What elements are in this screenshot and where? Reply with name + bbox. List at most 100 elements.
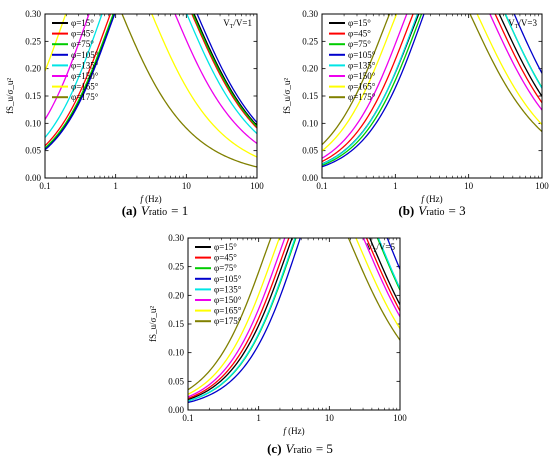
x-tick-label: 10: [464, 181, 474, 191]
x-tick-label: 1: [113, 181, 118, 191]
legend-label: φ=105°: [71, 50, 99, 60]
y-tick-label: 0.20: [302, 64, 318, 74]
legend-label: φ=75°: [348, 39, 371, 49]
legend-label: φ=45°: [71, 29, 94, 39]
legend-label: φ=75°: [71, 39, 94, 49]
series-line: [188, 238, 400, 398]
legend-label: φ=175°: [214, 316, 242, 326]
series-line: [45, 14, 257, 151]
y-tick-label: 0.25: [302, 36, 318, 46]
legend-label: φ=135°: [214, 284, 242, 294]
legend-label: φ=105°: [348, 50, 376, 60]
x-tick-label: 0.1: [182, 413, 193, 423]
y-tick-label: 0.00: [25, 173, 41, 183]
y-tick-label: 0.30: [25, 9, 41, 19]
legend-label: φ=135°: [348, 60, 376, 70]
x-tick-label: 10: [325, 413, 335, 423]
series-line: [45, 14, 257, 145]
y-tick-label: 0.15: [25, 91, 41, 101]
y-tick-label: 0.25: [25, 36, 41, 46]
chart-panel-3: 0.00 0.05 0.10 0.15 0.20 0.25 0.30 0.1 1 10 100 φ=1…: [148, 233, 407, 456]
y-tick-label: 0.05: [168, 376, 184, 386]
legend-label: φ=175°: [348, 92, 376, 102]
series-line: [322, 14, 542, 163]
series-line: [188, 238, 400, 401]
y-tick-label: 0.00: [302, 173, 318, 183]
y-axis-label: fS_u/σ_u²: [5, 78, 15, 114]
y-tick-label: 0.30: [302, 9, 318, 19]
legend-label: φ=165°: [348, 82, 376, 92]
series-line: [322, 14, 542, 165]
x-tick-label: 100: [393, 413, 407, 423]
legend-label: φ=15°: [71, 18, 94, 28]
series-line: [188, 238, 400, 400]
legend-label: φ=150°: [71, 71, 99, 81]
series-line: [45, 14, 257, 147]
y-tick-label: 0.20: [25, 64, 41, 74]
legend: φ=15°φ=45°φ=75°φ=105°φ=135°φ=150°φ=165°φ…: [329, 18, 376, 102]
plot-frame: [321, 13, 543, 179]
legend-label: φ=165°: [214, 306, 242, 316]
x-tick-label: 100: [250, 181, 264, 191]
series-line: [322, 14, 542, 152]
chart-panel-1: 0.00 0.05 0.10 0.15 0.20 0.25 0.30 0.1 1 10 100 φ=1…: [5, 9, 264, 218]
legend-label: φ=75°: [214, 263, 237, 273]
y-tick-label: 0.15: [168, 319, 184, 329]
x-tick-label: 1: [256, 413, 261, 423]
series-line: [121, 14, 257, 168]
x-tick-label: 100: [535, 181, 549, 191]
series-line: [45, 14, 257, 138]
x-tick-label: 1: [393, 181, 398, 191]
x-tick-label: 10: [182, 181, 192, 191]
y-tick-label: 0.05: [25, 146, 41, 156]
legend-label: φ=135°: [71, 60, 99, 70]
series-line: [188, 238, 400, 395]
x-tick-label: 0.1: [39, 181, 50, 191]
series-line: [45, 14, 257, 150]
y-tick-label: 0.30: [168, 233, 184, 243]
panel-caption: (b) Vratio = 3: [398, 203, 465, 218]
series-group: [188, 238, 400, 404]
panel-caption: (c) Vratio = 5: [267, 441, 333, 456]
ratio-label: VT/V=1: [223, 18, 252, 30]
x-axis-label: f (Hz): [283, 426, 304, 436]
y-axis-label: fS_u/σ_u²: [282, 78, 292, 114]
series-line: [322, 14, 542, 168]
legend: φ=15°φ=45°φ=75°φ=105°φ=135°φ=150°φ=165°φ…: [52, 18, 99, 102]
y-tick-label: 0.10: [302, 118, 318, 128]
series-line: [188, 238, 400, 391]
legend-label: φ=150°: [214, 295, 242, 305]
y-axis-label: fS_u/σ_u²: [148, 306, 158, 342]
y-tick-label: 0.15: [302, 91, 318, 101]
ratio-label: VT/V=5: [366, 242, 395, 254]
legend-label: φ=45°: [214, 253, 237, 263]
legend-label: φ=105°: [214, 274, 242, 284]
plot-frame: [44, 13, 258, 179]
x-axis-label: f (Hz): [421, 194, 442, 204]
legend-label: φ=165°: [71, 82, 99, 92]
y-tick-label: 0.10: [25, 118, 41, 128]
ratio-label: VT/V=3: [508, 18, 537, 30]
legend-label: φ=15°: [214, 242, 237, 252]
chart-panel-2: 0.00 0.05 0.10 0.15 0.20 0.25 0.30 0.1 1 10 100 φ=1…: [282, 9, 549, 218]
y-tick-label: 0.05: [302, 146, 318, 156]
plot-frame: [187, 237, 401, 411]
x-tick-label: 0.1: [316, 181, 327, 191]
legend-label: φ=45°: [348, 29, 371, 39]
y-tick-label: 0.20: [168, 290, 184, 300]
x-axis-label: f (Hz): [140, 194, 161, 204]
y-tick-label: 0.00: [168, 405, 184, 415]
legend-label: φ=175°: [71, 92, 99, 102]
series-line: [322, 14, 542, 159]
series-line: [188, 238, 400, 404]
legend-label: φ=150°: [348, 71, 376, 81]
series-line: [188, 238, 400, 402]
series-line: [322, 14, 542, 146]
legend: φ=15°φ=45°φ=75°φ=105°φ=135°φ=150°φ=165°φ…: [195, 242, 242, 326]
series-line: [45, 14, 257, 149]
y-tick-label: 0.25: [168, 262, 184, 272]
series-group: [45, 14, 257, 168]
y-tick-label: 0.10: [168, 348, 184, 358]
series-line: [45, 14, 257, 158]
